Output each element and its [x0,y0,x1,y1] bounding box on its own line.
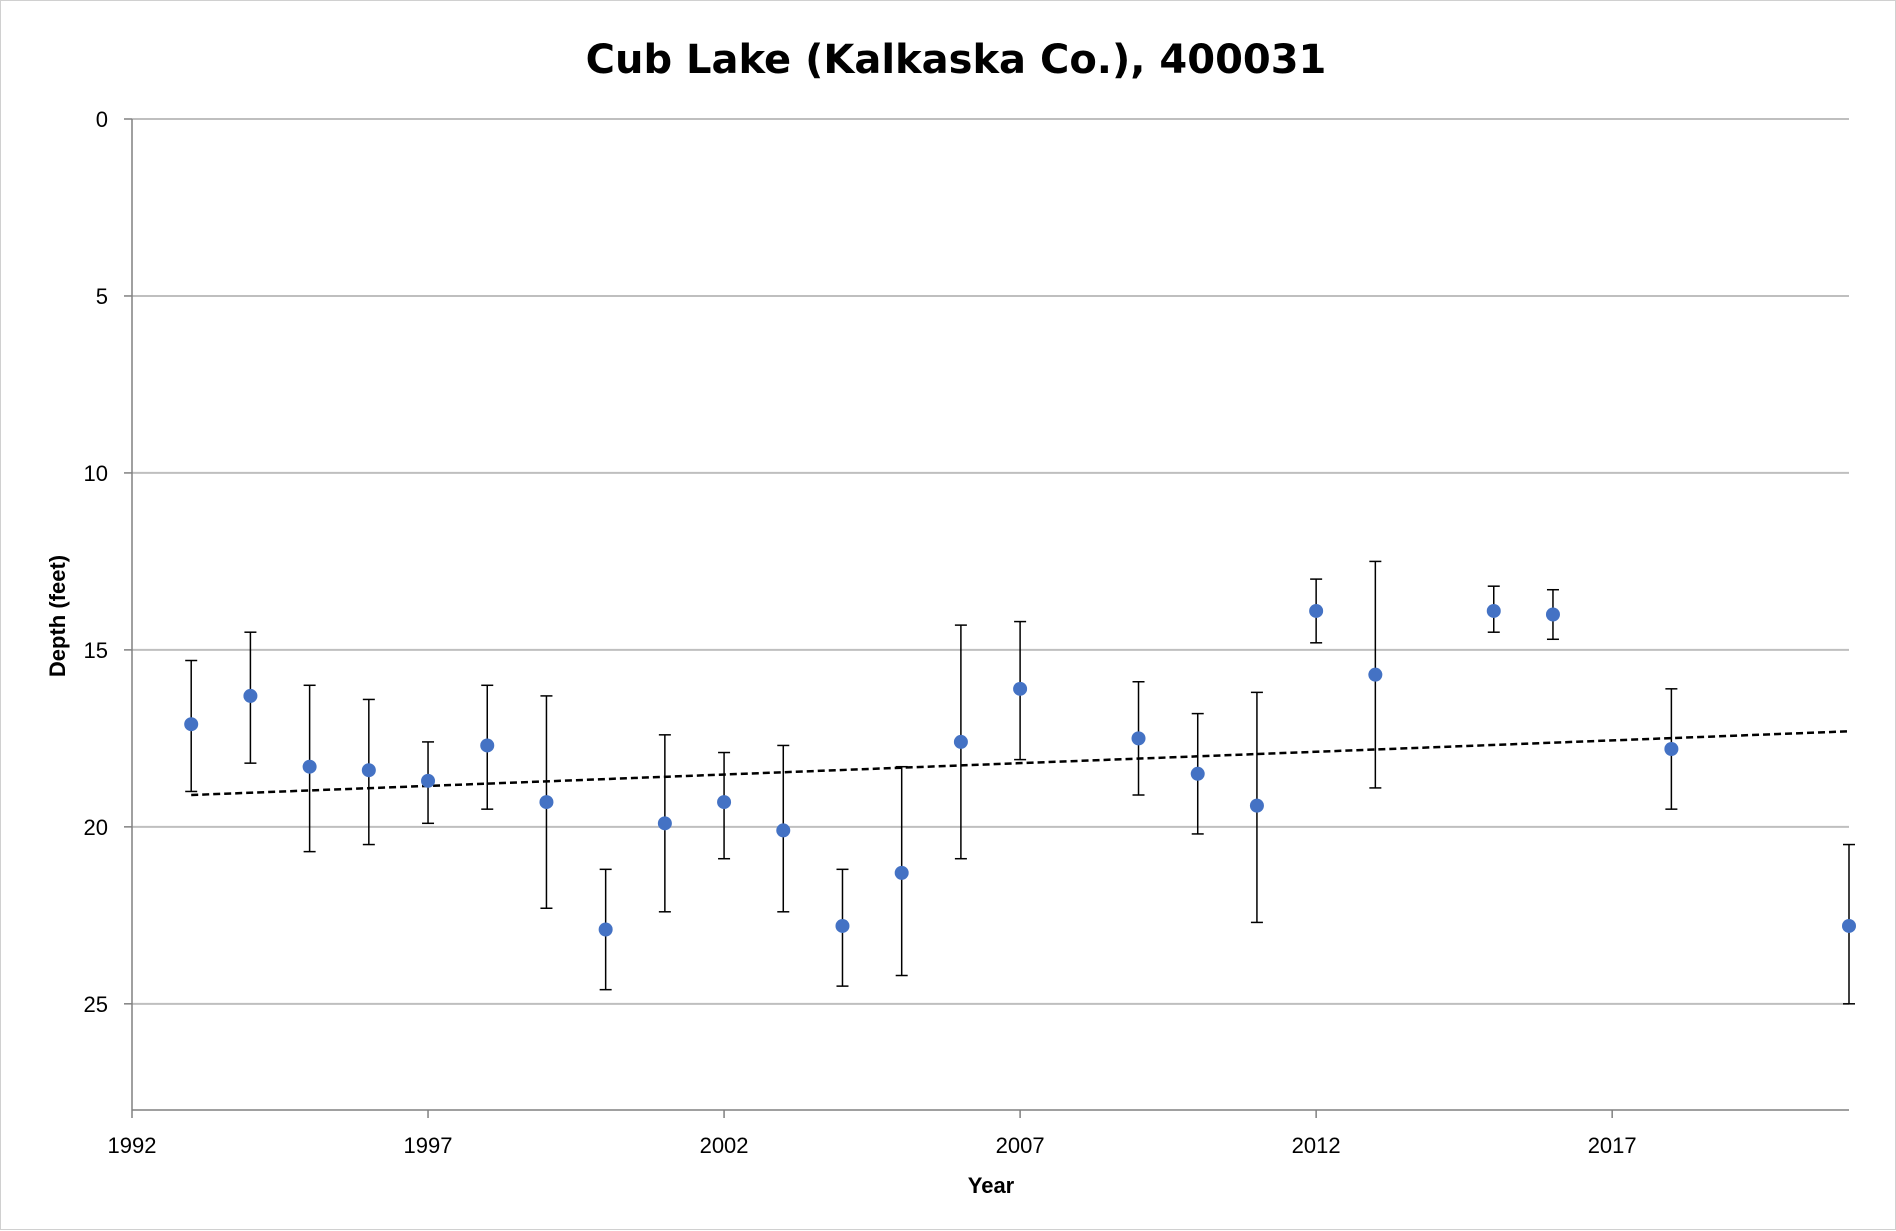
axes [124,118,1849,1118]
x-tick-label-2002: 2002 [700,1133,749,1158]
data-point-2013 [1368,667,1383,682]
x-tick-label-1997: 1997 [404,1133,453,1158]
data-point-2018 [1664,741,1679,756]
grid-lines [132,118,1849,1005]
data-point-2005 [894,865,909,880]
y-axis-title: Depth (feet) [45,555,70,677]
y-tick-label-15: 15 [84,638,108,663]
y-tick-label-5: 5 [96,284,108,309]
data-point-1999 [539,795,554,810]
data-point-1993 [184,717,199,732]
data-point-2009 [1131,731,1146,746]
data-point-2021 [1842,918,1856,933]
data-point-1997 [421,773,436,788]
y-tick-label-0: 0 [96,107,108,132]
data-point-2004 [835,918,850,933]
data-point-2010 [1190,766,1205,781]
data-point-2011 [1249,798,1264,813]
x-axis-title: Year [968,1173,1015,1198]
data-point-2007 [1013,681,1028,696]
x-tick-label-2017: 2017 [1588,1133,1637,1158]
trendline-group [191,730,1850,797]
y-tick-label-25: 25 [84,992,108,1017]
data-point-1995 [302,759,317,774]
data-point-2000 [598,922,613,937]
error-bars [185,560,1855,1005]
data-point-2003 [776,823,791,838]
chart-title: Cub Lake (Kalkaska Co.), 400031 [586,37,1327,83]
x-tick-label-2007: 2007 [996,1133,1045,1158]
data-point-2001 [657,816,672,831]
y-tick-label-20: 20 [84,815,108,840]
x-tick-label-1992: 1992 [108,1133,157,1158]
data-point-1998 [480,738,495,753]
data-point-2016 [1545,607,1560,622]
data-points [184,603,1856,937]
data-point-1994 [243,688,258,703]
data-point-1996 [361,763,376,778]
y-tick-labels: 0 5 10 15 20 25 [84,107,108,1017]
y-tick-label-10: 10 [84,461,108,486]
data-point-2012 [1309,603,1324,618]
data-point-2015 [1486,603,1501,618]
data-point-2002 [717,795,732,810]
trendline [191,730,1850,797]
x-tick-labels: 1992 1997 2002 2007 2012 2017 [108,1133,1637,1158]
data-point-2006 [953,734,968,749]
x-tick-label-2012: 2012 [1292,1133,1341,1158]
